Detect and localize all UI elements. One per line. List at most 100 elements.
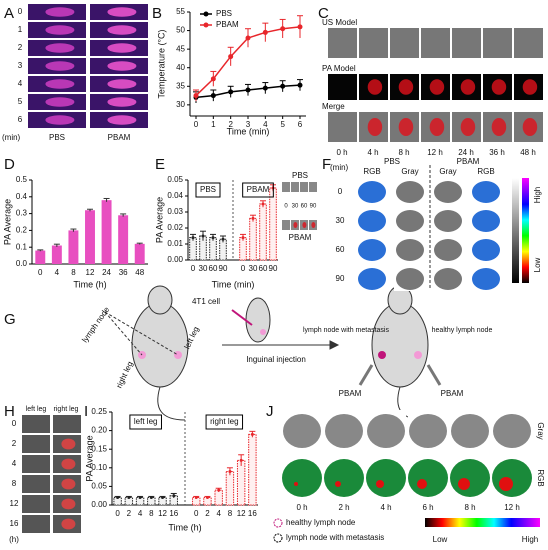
- inset-label: PBAM: [289, 233, 312, 242]
- bar: [236, 459, 246, 506]
- image-tile: [421, 28, 450, 58]
- legend-label: PBAM: [216, 20, 239, 29]
- image-tile: [291, 182, 299, 192]
- legend-label: PBS: [216, 9, 232, 18]
- signal: [417, 479, 427, 489]
- diagram-label: healthy lymph node: [432, 327, 493, 334]
- signal: [376, 480, 384, 488]
- x-tick-label: 5: [280, 120, 285, 129]
- image-signal: [45, 61, 75, 71]
- image-tile: [282, 182, 290, 192]
- x-tick-label: 0: [115, 509, 120, 518]
- y-tick-label: 55: [176, 7, 185, 16]
- mouse-image: [396, 268, 424, 290]
- y-tick-label: 45: [176, 44, 185, 53]
- group-label: PBAM: [457, 157, 480, 166]
- inset-time: 30: [292, 204, 299, 210]
- image-signal: [398, 118, 414, 136]
- point: [245, 87, 251, 93]
- row-label: 3: [18, 61, 23, 70]
- row-label: 4: [12, 459, 17, 468]
- scale-label: High: [533, 187, 542, 203]
- y-tick-label: 0.0: [16, 259, 28, 268]
- x-tick-label: 0: [194, 120, 199, 129]
- time-label: 12 h: [427, 148, 443, 157]
- image-tile: [390, 28, 419, 58]
- scale-label: Low: [433, 535, 448, 544]
- x-tick-label: 8: [149, 509, 154, 518]
- legend-label: lymph node with metastasis: [286, 533, 384, 542]
- x-tick-label: 16: [248, 509, 257, 518]
- column-label: RGB: [477, 167, 494, 176]
- bar: [35, 250, 46, 264]
- panel-label: I: [84, 403, 88, 420]
- bar-dot: [205, 496, 209, 500]
- y-tick-label: 0.4: [16, 192, 28, 201]
- signal: [458, 478, 470, 490]
- image-signal: [107, 79, 137, 89]
- mouse-image: [434, 268, 462, 290]
- y-tick-label: 0.3: [16, 209, 28, 218]
- panel-label: G: [4, 311, 16, 328]
- x-tick-label: 1: [211, 120, 216, 129]
- diagram-label: Inguinal injection: [246, 355, 306, 364]
- image-signal: [61, 518, 76, 530]
- bar: [225, 471, 235, 506]
- inset-label: PBS: [292, 171, 308, 180]
- mouse-image: [358, 210, 386, 232]
- point: [210, 76, 216, 82]
- x-tick-label: 3: [246, 120, 251, 129]
- color-scale: [512, 178, 519, 283]
- y-tick-label: 0.15: [91, 444, 107, 453]
- row-label: US Model: [322, 18, 357, 27]
- diagram-label: PBAM: [339, 389, 362, 398]
- bar: [249, 217, 257, 261]
- time-label: 4 h: [367, 148, 378, 157]
- image-tile: [300, 182, 308, 192]
- x-tick-label: 12: [237, 509, 246, 518]
- image-signal: [367, 118, 383, 136]
- point: [193, 93, 199, 99]
- group-label: left leg: [134, 417, 158, 426]
- image-signal: [311, 222, 316, 228]
- diagram-label: PBAM: [441, 389, 464, 398]
- group-label: right leg: [210, 417, 238, 426]
- image-signal: [45, 25, 75, 35]
- bar-dot: [217, 488, 221, 492]
- panel-label: J: [266, 403, 274, 420]
- image-tile: [22, 515, 50, 533]
- point: [228, 54, 234, 60]
- x-tick-label: 90: [219, 264, 228, 273]
- y-tick-label: 0.02: [167, 223, 183, 232]
- time-label: 8 h: [398, 148, 409, 157]
- point: [297, 24, 303, 30]
- y-tick-label: 0.04: [167, 191, 183, 200]
- mouse-image: [434, 210, 462, 232]
- x-tick-label: 8: [228, 509, 233, 518]
- time-label: 0 h: [336, 148, 347, 157]
- image-signal: [107, 97, 137, 107]
- color-scale: [522, 178, 529, 283]
- image-signal: [522, 118, 538, 136]
- x-tick-label: 4: [138, 509, 143, 518]
- row-label: 0: [18, 7, 23, 16]
- mouse-image: [472, 210, 500, 232]
- x-tick-label: 30: [199, 264, 208, 273]
- image-signal: [61, 438, 76, 450]
- legend-marker: [203, 22, 209, 28]
- x-tick-label: 30: [249, 264, 258, 273]
- image-tile: [452, 28, 481, 58]
- x-axis-label: Time (h): [168, 522, 201, 532]
- panel-label: E: [155, 156, 165, 173]
- mouse-image: [492, 459, 532, 497]
- mouse-diagram: [104, 285, 442, 421]
- image-signal: [491, 118, 507, 136]
- color-scale: [425, 518, 540, 527]
- bar-dot: [194, 496, 198, 500]
- image-tile: [282, 220, 290, 230]
- image-tile: [22, 435, 50, 453]
- x-tick-label: 4: [216, 509, 221, 518]
- bar-dot: [138, 496, 142, 500]
- x-tick-label: 2: [127, 509, 132, 518]
